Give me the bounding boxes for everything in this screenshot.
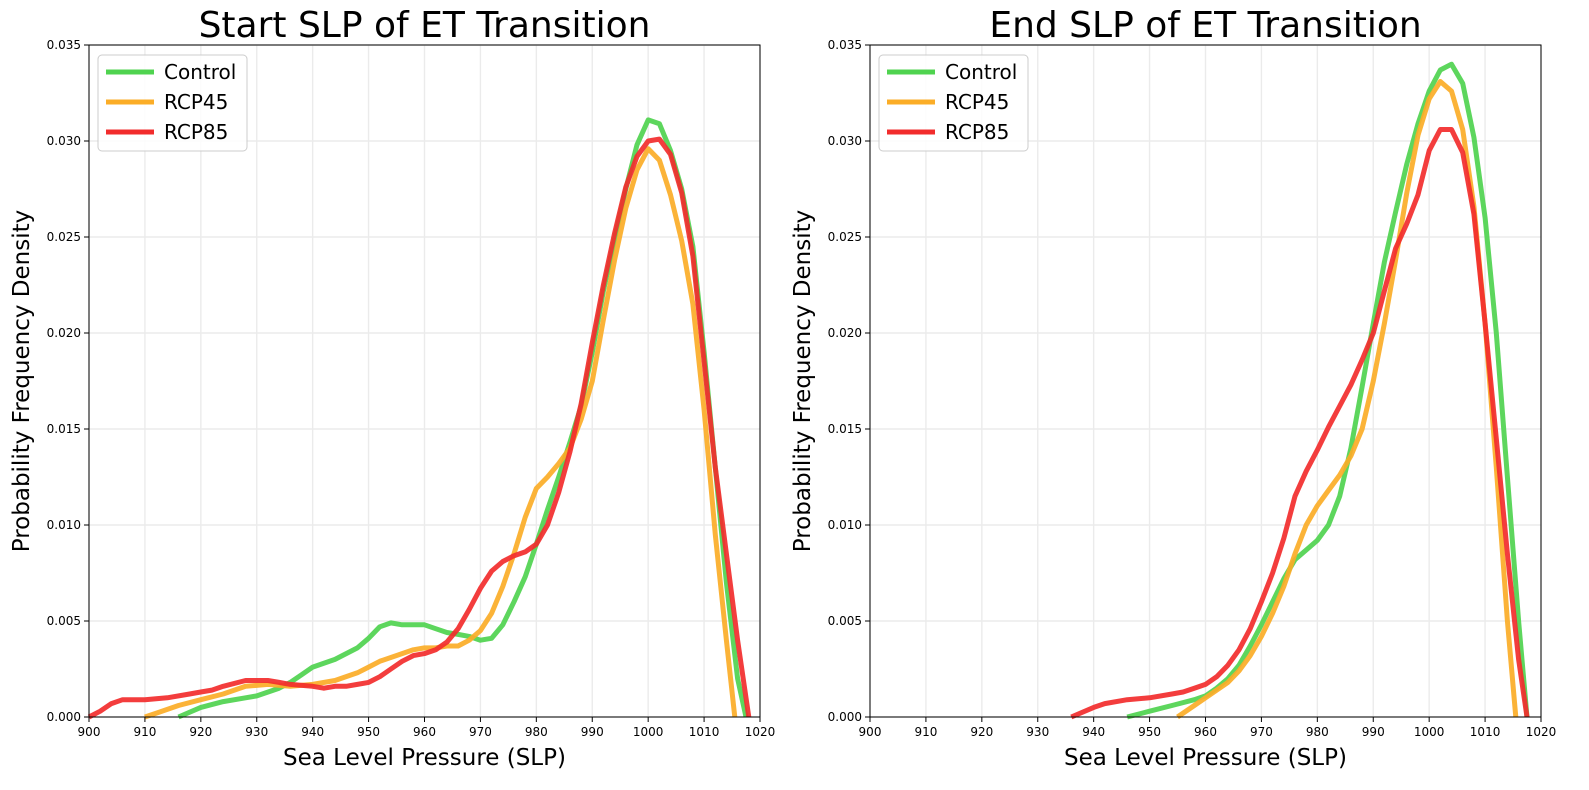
x-tick-label: 970 [469, 725, 492, 739]
legend-label: Control [945, 60, 1017, 84]
legend-label: Control [164, 60, 236, 84]
chart-title: End SLP of ET Transition [989, 5, 1421, 46]
x-tick-label: 980 [1306, 725, 1329, 739]
series-line-control [177, 117, 749, 720]
x-tick-label: 970 [1250, 725, 1273, 739]
y-axis-label: Probability Frequency Density [790, 210, 816, 552]
x-tick-label: 960 [413, 725, 436, 739]
y-tick-label: 0.010 [47, 518, 81, 532]
y-tick-label: 0.015 [47, 422, 81, 436]
x-tick-label: 950 [357, 725, 380, 739]
y-tick-label: 0.025 [47, 230, 81, 244]
legend-label: RCP85 [164, 120, 228, 144]
x-tick-label: 990 [1362, 725, 1385, 739]
x-tick-label: 990 [581, 725, 604, 739]
series-line-rcp85 [87, 136, 752, 720]
x-tick-label: 1010 [689, 725, 720, 739]
legend-label: RCP45 [945, 90, 1009, 114]
y-tick-label: 0.030 [828, 134, 862, 148]
y-tick-label: 0.015 [828, 422, 862, 436]
x-tick-label: 1020 [745, 725, 776, 739]
x-tick-label: 930 [245, 725, 268, 739]
chart-panel-0: 900 910 920 930 940 950 960 970 980 990 1000 1010 10… [9, 5, 775, 771]
x-tick-label: 910 [133, 725, 156, 739]
legend: Control RCP45 RCP85 [97, 54, 248, 152]
x-tick-label: 900 [859, 725, 882, 739]
x-tick-label: 900 [78, 725, 101, 739]
chart-panel-1: 900 910 920 930 940 950 960 970 980 990 1000 1010 10… [790, 5, 1556, 771]
y-tick-label: 0.025 [828, 230, 862, 244]
x-tick-label: 980 [525, 725, 548, 739]
x-tick-label: 920 [189, 725, 212, 739]
x-tick-label: 940 [1082, 725, 1105, 739]
x-tick-label: 1020 [1526, 725, 1557, 739]
y-tick-label: 0.000 [828, 710, 862, 724]
x-tick-label: 1000 [633, 725, 664, 739]
y-tick-label: 0.030 [47, 134, 81, 148]
x-tick-label: 930 [1026, 725, 1049, 739]
legend-box [878, 54, 1029, 152]
y-tick-label: 0.020 [828, 326, 862, 340]
series-line-rcp45 [1176, 79, 1519, 720]
x-tick-label: 920 [970, 725, 993, 739]
y-tick-label: 0.035 [47, 38, 81, 52]
y-axis-label: Probability Frequency Density [9, 210, 35, 552]
y-tick-label: 0.020 [47, 326, 81, 340]
x-tick-label: 950 [1138, 725, 1161, 739]
legend-label: RCP85 [945, 120, 1009, 144]
x-tick-label: 910 [914, 725, 937, 739]
y-tick-label: 0.035 [828, 38, 862, 52]
legend-label: RCP45 [164, 90, 228, 114]
x-tick-label: 960 [1194, 725, 1217, 739]
x-tick-label: 1000 [1414, 725, 1445, 739]
chart-title: Start SLP of ET Transition [199, 5, 651, 46]
legend: Control RCP45 RCP85 [878, 54, 1029, 152]
series-line-rcp85 [1070, 127, 1530, 720]
x-axis-label: Sea Level Pressure (SLP) [1064, 745, 1347, 771]
y-tick-label: 0.000 [47, 710, 81, 724]
x-tick-label: 940 [301, 725, 324, 739]
legend-box [97, 54, 248, 152]
x-axis-label: Sea Level Pressure (SLP) [283, 745, 566, 771]
y-tick-label: 0.010 [828, 518, 862, 532]
y-tick-label: 0.005 [47, 614, 81, 628]
y-tick-label: 0.005 [828, 614, 862, 628]
x-tick-label: 1010 [1470, 725, 1501, 739]
